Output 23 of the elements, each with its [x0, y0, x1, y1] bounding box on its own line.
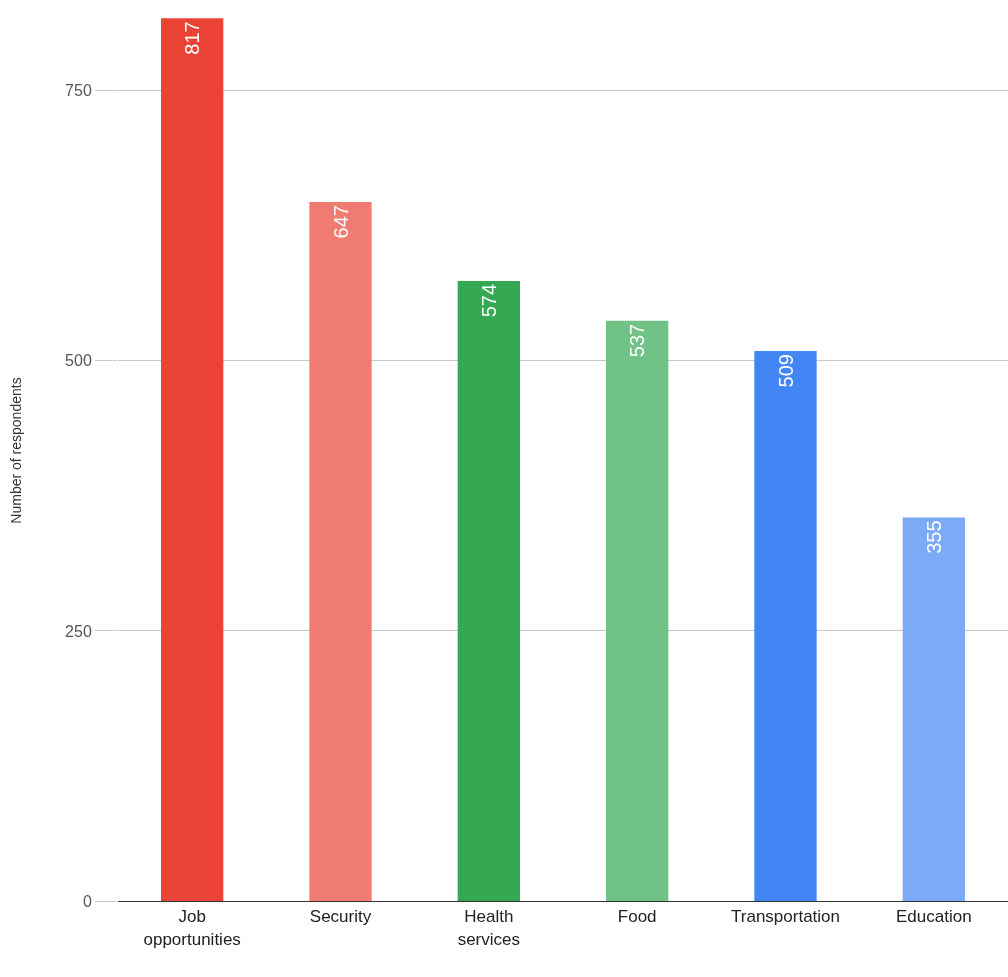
- data-label: 647: [329, 205, 352, 239]
- y-tick-label: 500: [65, 352, 92, 370]
- x-tick-label: Security: [309, 907, 372, 927]
- data-label: 537: [626, 323, 649, 358]
- x-tick-label: Food: [617, 907, 657, 927]
- data-label: 817: [181, 21, 204, 55]
- x-tick-label: Transportation: [731, 907, 840, 927]
- bar: [754, 351, 817, 901]
- data-label: 574: [477, 283, 500, 318]
- x-tick-label: Education: [896, 907, 972, 927]
- bar: [457, 280, 520, 901]
- bar: [161, 18, 224, 901]
- bar: [309, 202, 372, 901]
- bar: [902, 517, 965, 901]
- x-tick-label: Health services: [457, 907, 521, 949]
- x-tick-label: Job opportunities: [143, 907, 241, 949]
- y-tick-label: 250: [65, 622, 92, 640]
- data-label: 509: [774, 354, 797, 388]
- y-tick-label: 0: [82, 892, 92, 910]
- y-tick-label: 750: [65, 82, 92, 100]
- bar: [606, 320, 669, 901]
- y-axis-title: Number of respondents: [7, 377, 24, 524]
- data-label: 355: [922, 520, 945, 554]
